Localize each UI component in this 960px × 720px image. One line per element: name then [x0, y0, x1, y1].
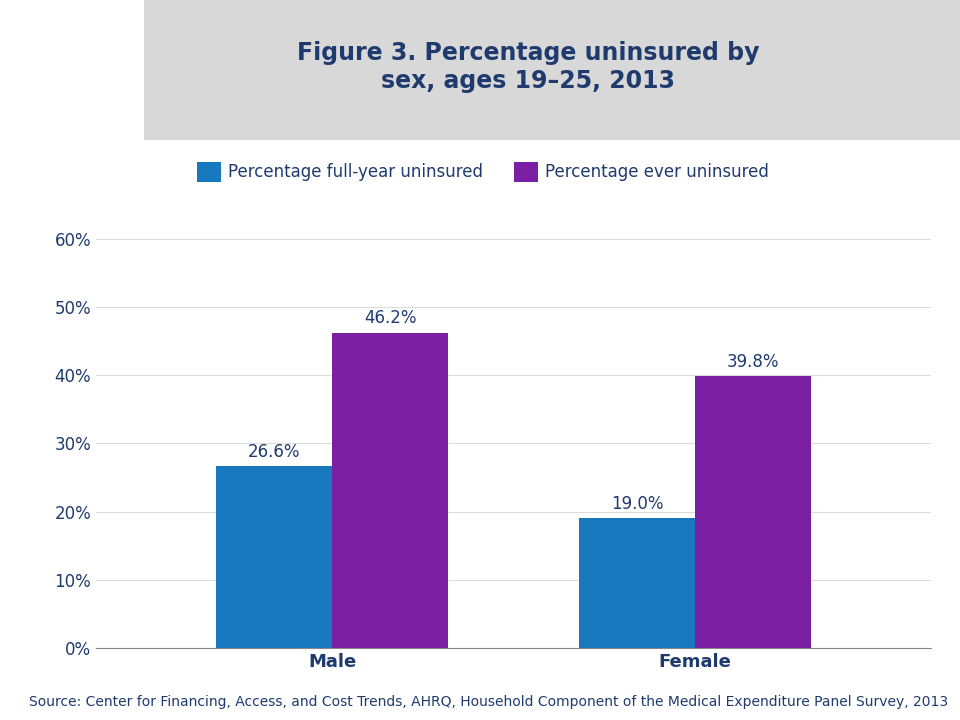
Bar	[514, 162, 538, 182]
Text: 39.8%: 39.8%	[727, 353, 780, 371]
Text: 19.0%: 19.0%	[611, 495, 663, 513]
Bar	[332, 333, 448, 648]
Text: 46.2%: 46.2%	[364, 310, 417, 328]
Text: Figure 3. Percentage uninsured by
sex, ages 19–25, 2013: Figure 3. Percentage uninsured by sex, a…	[297, 42, 759, 94]
Bar	[695, 377, 811, 648]
Bar	[197, 162, 221, 182]
Bar	[144, 0, 960, 140]
Text: 26.6%: 26.6%	[248, 443, 300, 461]
Bar	[216, 467, 332, 648]
Text: Percentage ever uninsured: Percentage ever uninsured	[545, 163, 769, 181]
Text: Percentage full-year uninsured: Percentage full-year uninsured	[228, 163, 484, 181]
Text: Source: Center for Financing, Access, and Cost Trends, AHRQ, Household Component: Source: Center for Financing, Access, an…	[29, 696, 948, 709]
Bar	[579, 518, 695, 648]
